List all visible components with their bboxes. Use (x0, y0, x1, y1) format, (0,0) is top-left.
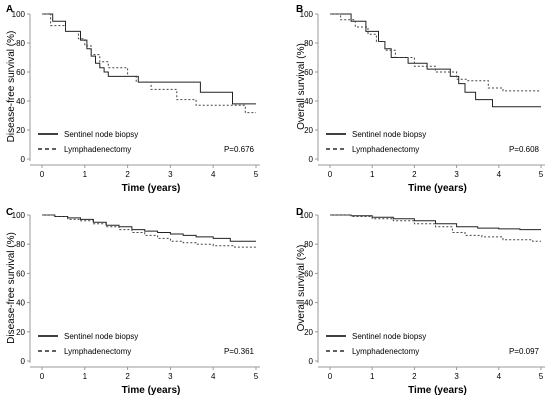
y-tick-label: 80 (304, 39, 313, 48)
y-tick-label: 100 (12, 10, 26, 19)
panel-label: A (6, 4, 13, 15)
y-tick-label: 20 (16, 126, 25, 135)
y-tick-label: 60 (16, 269, 25, 278)
y-tick-label: 0 (21, 357, 26, 366)
x-tick-label: 4 (211, 170, 216, 179)
x-axis-title: Time (years) (408, 385, 467, 396)
legend-label: Sentinel node biopsy (64, 332, 138, 341)
x-tick-label: 0 (40, 170, 45, 179)
x-tick-label: 4 (497, 372, 502, 381)
p-value: P=0.676 (224, 145, 255, 154)
y-tick-label: 40 (304, 97, 313, 106)
lymphadenectomy-curve (330, 13, 541, 92)
x-tick-label: 5 (539, 170, 544, 179)
x-tick-label: 3 (168, 170, 173, 179)
sentinel-node-curve (330, 214, 541, 231)
x-tick-label: 5 (254, 170, 259, 179)
panel-label: B (296, 4, 303, 15)
y-tick-label: 80 (304, 240, 313, 249)
y-tick-label: 20 (304, 126, 313, 135)
x-tick-label: 1 (370, 372, 375, 381)
x-tick-label: 5 (539, 372, 544, 381)
y-tick-label: 100 (12, 211, 26, 220)
p-value: P=0.097 (509, 347, 540, 356)
x-tick-label: 2 (125, 170, 130, 179)
y-tick-label: 60 (304, 269, 313, 278)
x-tick-label: 2 (125, 372, 130, 381)
panel-label: C (6, 207, 13, 218)
p-value: P=0.608 (509, 145, 540, 154)
x-tick-label: 1 (83, 372, 88, 381)
x-tick-label: 0 (40, 372, 45, 381)
y-axis-title: Overall survival (%) (296, 245, 307, 332)
y-tick-label: 60 (304, 68, 313, 77)
x-axis-title: Time (years) (122, 183, 181, 194)
y-tick-label: 0 (309, 155, 314, 164)
legend-label: Lymphadenectomy (352, 347, 419, 356)
x-axis-title: Time (years) (408, 183, 467, 194)
lymphadenectomy-curve (42, 214, 256, 248)
y-tick-label: 0 (309, 357, 314, 366)
y-tick-label: 40 (16, 299, 25, 308)
y-axis-title: Overall survival (%) (296, 43, 307, 130)
legend-label: Lymphadenectomy (64, 145, 131, 154)
x-tick-label: 0 (328, 372, 333, 381)
x-tick-label: 3 (168, 372, 173, 381)
legend-label: Sentinel node biopsy (352, 332, 426, 341)
y-axis-title: Disease-free survival (%) (6, 31, 17, 143)
x-tick-label: 2 (412, 170, 417, 179)
legend-label: Lymphadenectomy (352, 145, 419, 154)
x-tick-label: 0 (328, 170, 333, 179)
y-tick-label: 100 (300, 10, 314, 19)
y-tick-label: 20 (304, 328, 313, 337)
y-tick-label: 100 (300, 211, 314, 220)
x-tick-label: 3 (454, 170, 459, 179)
y-tick-label: 80 (16, 240, 25, 249)
panel-label: D (296, 207, 303, 218)
x-axis-title: Time (years) (122, 385, 181, 396)
legend-label: Sentinel node biopsy (64, 130, 138, 139)
y-tick-label: 20 (16, 328, 25, 337)
y-tick-label: 80 (16, 39, 25, 48)
x-tick-label: 4 (497, 170, 502, 179)
y-tick-label: 40 (16, 97, 25, 106)
lymphadenectomy-curve (330, 214, 541, 242)
x-tick-label: 1 (83, 170, 88, 179)
legend-label: Sentinel node biopsy (352, 130, 426, 139)
y-tick-label: 40 (304, 299, 313, 308)
sentinel-node-curve (42, 214, 256, 242)
legend-label: Lymphadenectomy (64, 347, 131, 356)
x-tick-label: 5 (254, 372, 259, 381)
y-tick-label: 60 (16, 68, 25, 77)
x-tick-label: 2 (412, 372, 417, 381)
sentinel-node-curve (330, 13, 541, 108)
y-tick-label: 0 (21, 155, 26, 164)
y-axis-title: Disease-free survival (%) (6, 232, 17, 344)
x-tick-label: 4 (211, 372, 216, 381)
p-value: P=0.361 (224, 347, 255, 356)
lymphadenectomy-curve (42, 13, 256, 114)
sentinel-node-curve (42, 13, 256, 105)
x-tick-label: 1 (370, 170, 375, 179)
x-tick-label: 3 (454, 372, 459, 381)
